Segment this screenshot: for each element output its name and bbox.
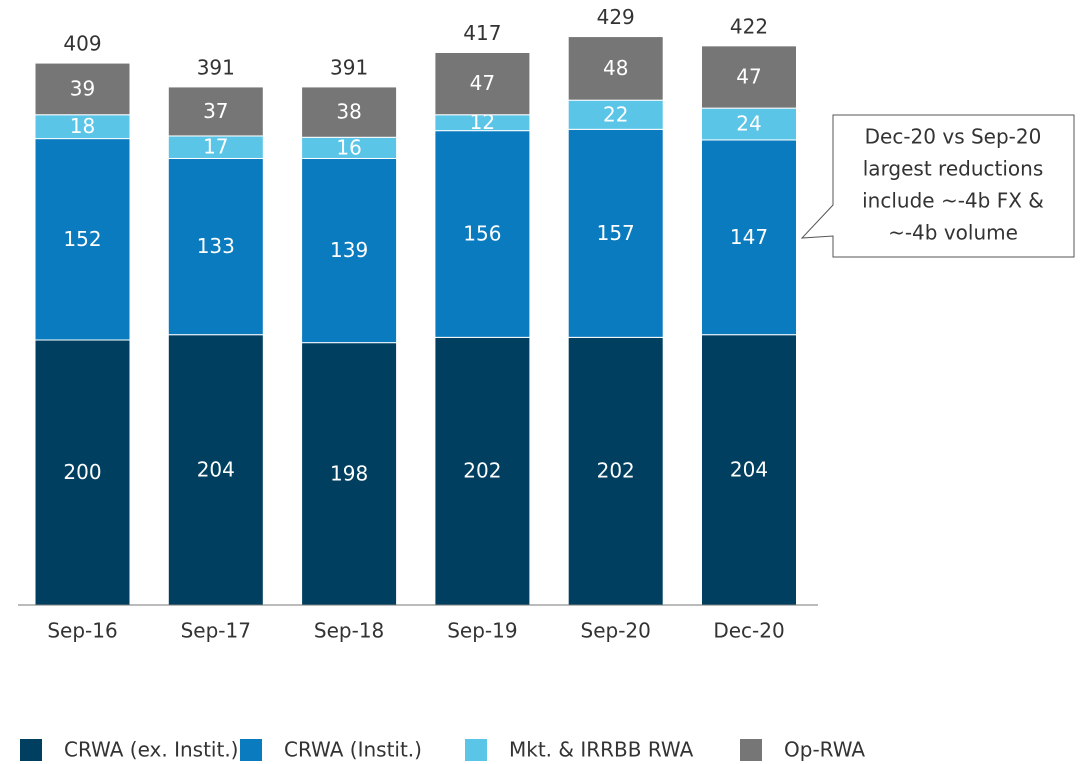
annotation-box <box>800 114 1075 258</box>
x-tick-label: Sep-20 <box>581 619 651 643</box>
bar-segment <box>567 99 664 130</box>
value-label: 133 <box>197 234 235 258</box>
annotation: include ~-4b FX & <box>862 189 1044 213</box>
bar-segment <box>567 36 664 101</box>
bar-segment <box>34 62 131 116</box>
bar-segment <box>301 86 398 138</box>
annotation: ~-4b volume <box>888 221 1018 245</box>
value-label: 37 <box>203 99 228 123</box>
value-label: 200 <box>63 460 101 484</box>
total-label: 429 <box>597 5 635 29</box>
total-label: 391 <box>330 55 368 79</box>
bar-segment <box>701 139 797 336</box>
legend-label: Op-RWA <box>784 738 865 762</box>
legend-label: Mkt. & IRRBB RWA <box>509 738 694 762</box>
bar-segment <box>567 128 664 338</box>
bar-segment <box>34 339 131 606</box>
bar-segment <box>34 138 131 341</box>
value-label: 202 <box>597 459 635 483</box>
value-label: 204 <box>730 457 768 481</box>
bar-segment <box>434 130 531 338</box>
value-label: 22 <box>603 102 628 126</box>
value-label: 139 <box>330 238 368 262</box>
value-label: 198 <box>330 461 368 485</box>
bar-segment <box>701 334 797 606</box>
total-label: 409 <box>63 32 101 56</box>
total-label: 422 <box>730 14 768 38</box>
legend-label: CRWA (ex. Instit.) <box>64 738 238 762</box>
bar-segment <box>701 45 797 109</box>
bar-segment <box>434 51 531 116</box>
value-label: 18 <box>70 114 95 138</box>
value-label: 47 <box>470 71 495 95</box>
bar-segment <box>701 107 797 141</box>
x-tick-label: Sep-18 <box>314 619 384 643</box>
bar-segment <box>167 86 264 137</box>
total-label: 417 <box>463 21 501 45</box>
value-label: 16 <box>336 135 361 159</box>
value-label: 38 <box>336 100 361 124</box>
value-label: 39 <box>70 76 95 100</box>
value-label: 204 <box>197 457 235 481</box>
value-label: 156 <box>463 222 501 246</box>
x-tick-label: Sep-16 <box>47 619 117 643</box>
legend-swatch <box>465 739 487 761</box>
value-label: 47 <box>736 64 761 88</box>
total-label: 391 <box>197 55 235 79</box>
legend-swatch <box>240 739 262 761</box>
legend-swatch <box>740 739 762 761</box>
value-label: 202 <box>463 459 501 483</box>
x-tick-label: Dec-20 <box>713 619 784 643</box>
value-label: 24 <box>736 112 761 136</box>
legend-swatch <box>20 739 42 761</box>
value-label: 17 <box>203 135 228 159</box>
legend-label: CRWA (Instit.) <box>284 738 422 762</box>
x-tick-label: Sep-17 <box>181 619 251 643</box>
value-label: 48 <box>603 56 628 80</box>
value-label: 157 <box>597 221 635 245</box>
annotation: Dec-20 vs Sep-20 <box>865 125 1042 149</box>
value-label: 152 <box>63 227 101 251</box>
bar-segment <box>301 157 398 344</box>
bar-segment <box>167 157 264 336</box>
bar-segment <box>567 336 664 606</box>
bar-segment <box>434 336 531 606</box>
value-label: 147 <box>730 225 768 249</box>
annotation: largest reductions <box>863 157 1044 181</box>
x-tick-label: Sep-19 <box>447 619 517 643</box>
